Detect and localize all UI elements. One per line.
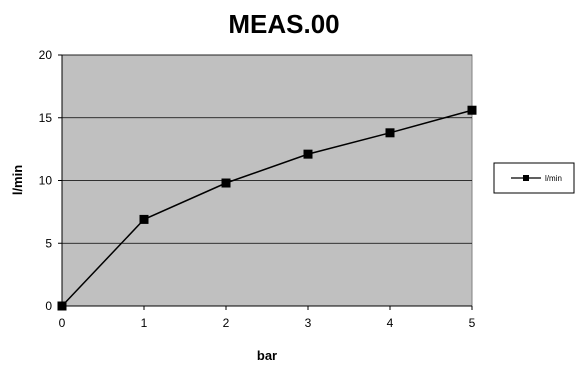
data-point bbox=[57, 301, 67, 311]
grid-lines bbox=[62, 54, 472, 244]
legend: l/min bbox=[493, 162, 575, 194]
x-tick-label: 3 bbox=[305, 316, 312, 330]
y-tick-label: 15 bbox=[39, 111, 53, 125]
x-tick-label: 1 bbox=[141, 316, 148, 330]
legend-marker bbox=[523, 175, 529, 181]
chart-title: MEAS.00 bbox=[228, 9, 339, 39]
legend-label: l/min bbox=[545, 174, 562, 183]
y-tick-labels: 0 5 10 15 20 bbox=[39, 48, 53, 313]
x-axis-label: bar bbox=[257, 348, 277, 363]
x-tick-label: 5 bbox=[469, 316, 476, 330]
y-axis-label: l/min bbox=[10, 165, 25, 195]
data-point bbox=[303, 149, 313, 159]
data-point bbox=[467, 105, 477, 115]
series-group bbox=[57, 105, 477, 311]
y-tick-label: 10 bbox=[39, 174, 53, 188]
x-tick-labels: 0 1 2 3 4 5 bbox=[59, 316, 476, 330]
x-tick-label: 4 bbox=[387, 316, 394, 330]
data-point bbox=[139, 214, 149, 224]
x-tick-label: 0 bbox=[59, 316, 66, 330]
series-line bbox=[61, 109, 473, 307]
x-tick-label: 2 bbox=[223, 316, 230, 330]
y-tick-label: 0 bbox=[45, 299, 52, 313]
data-point bbox=[221, 178, 231, 188]
y-tick-label: 20 bbox=[39, 48, 53, 62]
y-tick-label: 5 bbox=[45, 236, 52, 250]
data-point bbox=[385, 128, 395, 138]
